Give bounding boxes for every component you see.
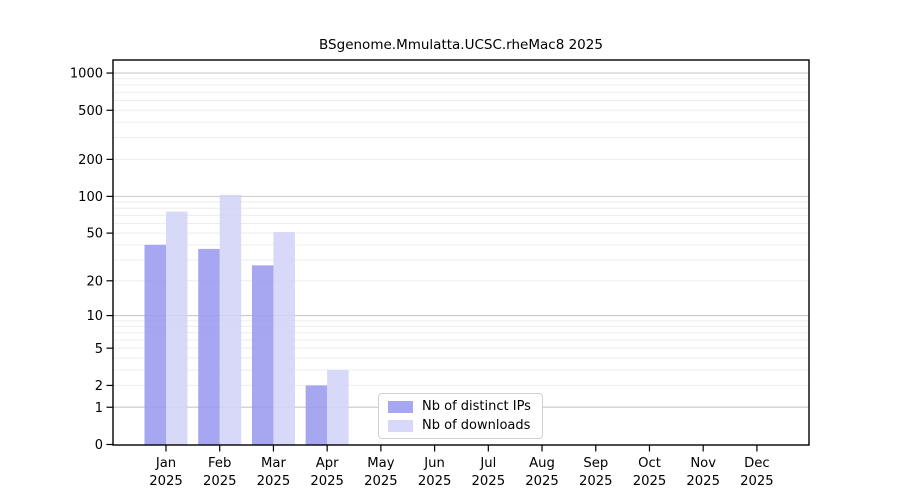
x-tick-label-year-mar: 2025: [257, 474, 291, 489]
y-tick-label-500: 500: [78, 104, 103, 119]
bar-distinct-ips-mar: [251, 265, 274, 445]
legend-swatch-distinct-ips: [388, 400, 413, 413]
bar-downloads-jan: [166, 211, 188, 445]
x-tick-label-year-may: 2025: [364, 474, 398, 489]
y-tick-label-1: 1: [95, 401, 103, 416]
y-tick-label-10: 10: [86, 309, 103, 324]
bar-distinct-ips-feb: [198, 248, 220, 445]
legend-swatch-downloads: [388, 419, 413, 432]
x-tick-label-month-apr: Apr: [316, 456, 339, 471]
bar-distinct-ips-apr: [305, 385, 328, 445]
legend-item-downloads: Nb of downloads: [388, 418, 531, 433]
x-tick-label-month-oct: Oct: [638, 456, 661, 471]
y-tick-label-50: 50: [86, 227, 103, 242]
x-tick-label-month-may: May: [367, 456, 394, 471]
x-tick-label-month-nov: Nov: [690, 456, 716, 471]
x-tick-label-month-sep: Sep: [583, 456, 608, 471]
legend-item-distinct-ips: Nb of distinct IPs: [388, 399, 531, 414]
x-tick-label-year-sep: 2025: [579, 474, 613, 489]
y-tick-label-5: 5: [95, 342, 103, 357]
x-tick-label-month-dec: Dec: [744, 456, 770, 471]
plot-border: [112, 59, 810, 446]
x-tick-label-year-jan: 2025: [149, 474, 183, 489]
x-tick-label-month-jun: Jun: [423, 456, 445, 471]
x-tick-label-year-apr: 2025: [310, 474, 344, 489]
x-tick-label-year-feb: 2025: [203, 474, 237, 489]
bar-downloads-mar: [273, 232, 295, 445]
x-tick-label-month-mar: Mar: [261, 456, 286, 471]
y-tick-label-0: 0: [95, 438, 103, 453]
x-tick-label-year-aug: 2025: [525, 474, 559, 489]
y-tick-label-100: 100: [78, 190, 103, 205]
chart-title: BSgenome.Mmulatta.UCSC.rheMac8 2025: [319, 37, 603, 53]
y-tick-label-20: 20: [86, 274, 103, 289]
x-tick-label-year-nov: 2025: [686, 474, 720, 489]
y-tick-label-2: 2: [95, 379, 103, 394]
x-tick-label-year-jun: 2025: [418, 474, 452, 489]
bar-downloads-feb: [219, 194, 242, 445]
x-tick-label-month-jan: Jan: [155, 456, 176, 471]
y-tick-label-200: 200: [78, 153, 103, 168]
bar-distinct-ips-jan: [144, 244, 166, 445]
x-tick-label-year-dec: 2025: [740, 474, 774, 489]
x-tick-label-month-aug: Aug: [529, 456, 555, 471]
y-tick-label-1000: 1000: [70, 67, 103, 82]
legend-label-distinct-ips: Nb of distinct IPs: [422, 399, 531, 414]
legend-label-downloads: Nb of downloads: [422, 418, 531, 433]
x-tick-label-month-jul: Jul: [479, 456, 496, 471]
x-tick-label-year-jul: 2025: [472, 474, 506, 489]
legend: Nb of distinct IPs Nb of downloads: [378, 393, 543, 439]
x-tick-label-year-oct: 2025: [633, 474, 667, 489]
x-tick-label-month-feb: Feb: [208, 456, 231, 471]
bar-downloads-apr: [327, 369, 349, 445]
